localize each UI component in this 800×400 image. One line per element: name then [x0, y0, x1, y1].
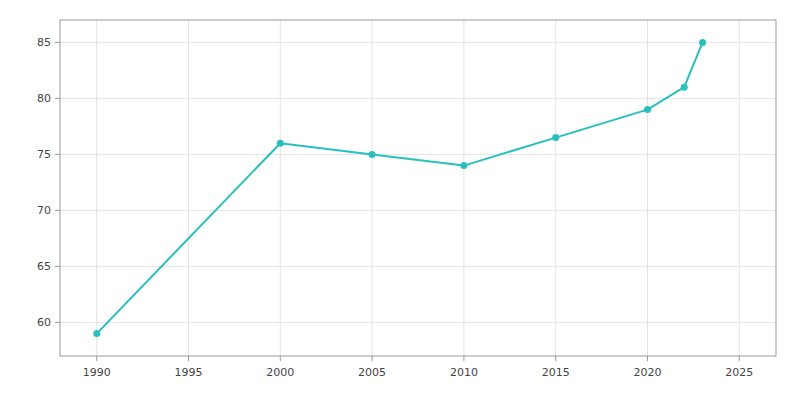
point	[699, 39, 706, 46]
point	[93, 330, 100, 337]
y-grid-line	[60, 42, 776, 43]
y-tick	[55, 322, 60, 323]
y-grid-line	[60, 266, 776, 267]
x-tick-label: 1995	[175, 366, 203, 379]
x-tick	[372, 356, 373, 361]
y-tick-label: 70	[37, 204, 51, 217]
x-tick	[280, 356, 281, 361]
x-grid-line	[372, 20, 373, 356]
x-tick	[647, 356, 648, 361]
y-tick-label: 85	[37, 36, 51, 49]
y-tick-label: 75	[37, 148, 51, 161]
chart: 1990 1995 2000 2005 2010 2015 2020 2025 60 65 70 75…	[0, 0, 800, 400]
x-grid-line	[463, 20, 464, 356]
x-tick-label: 2010	[450, 366, 478, 379]
y-tick	[55, 266, 60, 267]
point	[681, 84, 688, 91]
x-tick	[188, 356, 189, 361]
y-tick	[55, 98, 60, 99]
x-tick-label: 2025	[725, 366, 753, 379]
y-tick	[55, 210, 60, 211]
x-grid-line	[647, 20, 648, 356]
x-tick-label: 1990	[83, 366, 111, 379]
y-tick-label: 80	[37, 92, 51, 105]
x-grid-line	[96, 20, 97, 356]
chart-container: 1990 1995 2000 2005 2010 2015 2020 2025 60 65 70 75…	[0, 0, 800, 400]
y-grid-line	[60, 322, 776, 323]
x-tick-label: 2000	[266, 366, 294, 379]
series	[93, 39, 706, 337]
x-tick	[96, 356, 97, 361]
grid	[60, 20, 776, 356]
x-tick-label: 2005	[358, 366, 386, 379]
y-grid-line	[60, 98, 776, 99]
x-tick	[555, 356, 556, 361]
ticks: 1990 1995 2000 2005 2010 2015 2020 2025 60 65 70 75…	[37, 36, 753, 379]
x-grid-line	[280, 20, 281, 356]
x-tick	[463, 356, 464, 361]
x-grid-line	[739, 20, 740, 356]
point	[644, 106, 651, 113]
x-tick-label: 2015	[542, 366, 570, 379]
x-grid-line	[555, 20, 556, 356]
y-grid-line	[60, 154, 776, 155]
point	[552, 134, 559, 141]
x-grid-line	[188, 20, 189, 356]
plot-frame	[60, 20, 776, 356]
y-tick-label: 65	[37, 260, 51, 273]
y-tick	[55, 154, 60, 155]
y-tick	[55, 42, 60, 43]
line	[97, 42, 703, 333]
y-tick-label: 60	[37, 316, 51, 329]
y-grid-line	[60, 210, 776, 211]
x-tick	[739, 356, 740, 361]
point	[460, 162, 467, 169]
point	[277, 140, 284, 147]
x-tick-label: 2020	[633, 366, 661, 379]
point	[369, 151, 376, 158]
